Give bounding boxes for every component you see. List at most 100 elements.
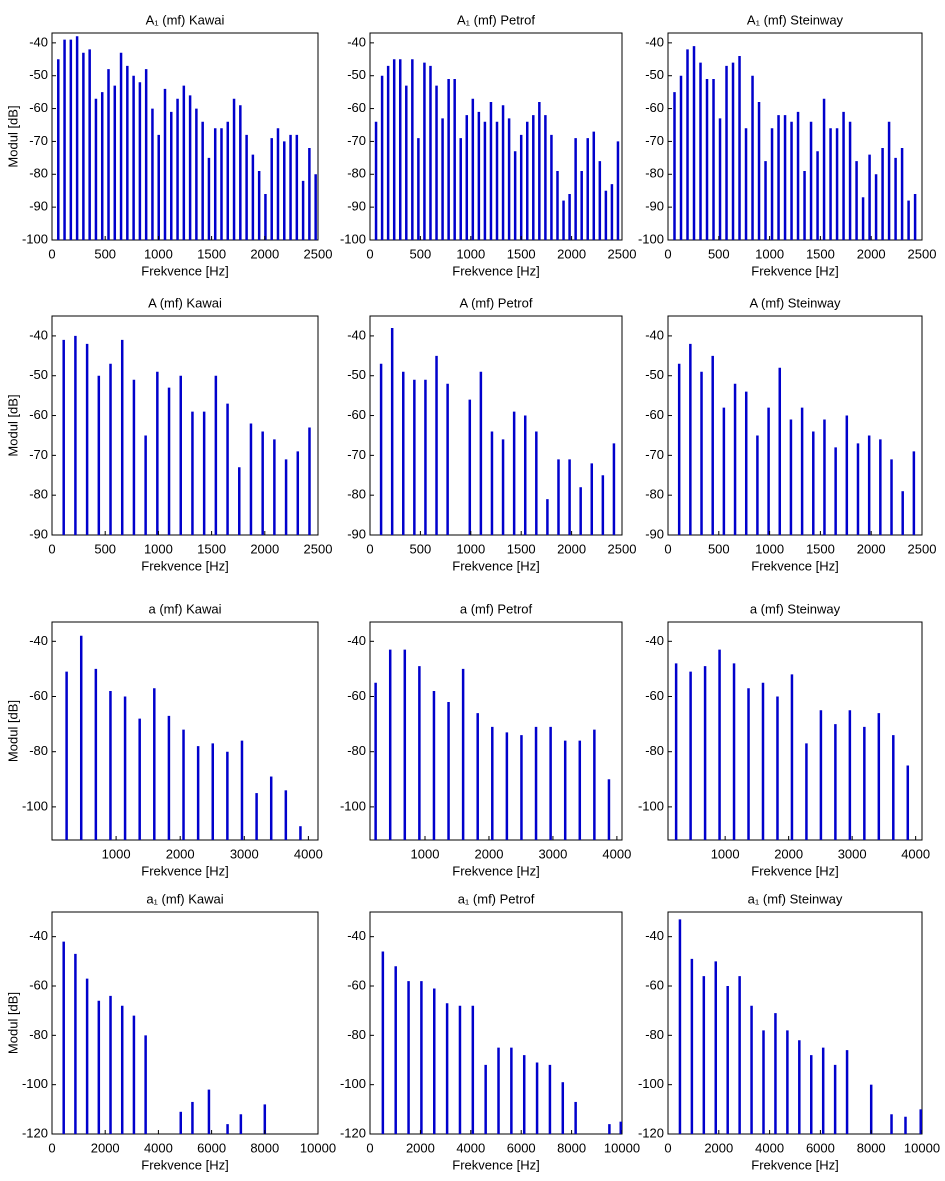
x-tick-label: 4000 [755, 1140, 784, 1155]
y-tick-label: -80 [29, 166, 48, 181]
x-tick-label: 6000 [806, 1140, 835, 1155]
x-tick-label: 4000 [456, 1140, 485, 1155]
y-tick-label: -80 [347, 166, 366, 181]
y-tick-label: -100 [638, 231, 664, 246]
x-tick-label: 1500 [507, 541, 536, 556]
x-axis-label: Frekvence [Hz] [452, 863, 539, 878]
y-tick-label: -80 [29, 1027, 48, 1042]
chart-title: a (mf) Petrof [460, 601, 533, 616]
y-tick-label: -40 [29, 327, 48, 342]
x-tick-label: 2500 [908, 541, 937, 556]
x-tick-label: 0 [366, 541, 373, 556]
x-tick-label: 3000 [230, 846, 259, 861]
x-axis-label: Frekvence [Hz] [751, 558, 838, 573]
y-tick-label: -40 [347, 327, 366, 342]
x-tick-label: 0 [366, 1140, 373, 1155]
x-axis-label: Frekvence [Hz] [141, 558, 228, 573]
y-tick-label: -50 [645, 367, 664, 382]
x-tick-label: 2500 [608, 246, 637, 261]
x-tick-label: 500 [94, 541, 116, 556]
x-tick-label: 6000 [507, 1140, 536, 1155]
y-tick-label: -40 [645, 327, 664, 342]
x-tick-label: 2000 [91, 1140, 120, 1155]
chart-title: a₁ (mf) Kawai [146, 891, 223, 906]
x-tick-label: 500 [94, 246, 116, 261]
y-tick-label: -90 [29, 199, 48, 214]
y-tick-label: -60 [347, 977, 366, 992]
x-tick-label: 1000 [456, 541, 485, 556]
y-tick-label: -100 [22, 231, 48, 246]
x-tick-label: 0 [664, 541, 671, 556]
y-tick-label: -70 [645, 447, 664, 462]
y-tick-label: -40 [29, 928, 48, 943]
x-tick-label: 1000 [456, 246, 485, 261]
y-tick-label: -50 [347, 67, 366, 82]
chart-title: A (mf) Kawai [148, 295, 222, 310]
axes-frame [51, 315, 319, 536]
x-tick-label: 1500 [806, 246, 835, 261]
x-axis-label: Frekvence [Hz] [141, 863, 228, 878]
x-tick-label: 1000 [411, 846, 440, 861]
y-tick-label: -90 [645, 526, 664, 541]
x-tick-label: 2500 [304, 246, 333, 261]
y-tick-label: -100 [340, 1076, 366, 1091]
axes-frame [667, 315, 923, 536]
y-tick-label: -60 [645, 977, 664, 992]
y-tick-label: -50 [29, 367, 48, 382]
y-tick-label: -60 [645, 407, 664, 422]
y-tick-label: -50 [29, 67, 48, 82]
y-tick-label: -100 [22, 798, 48, 813]
y-tick-label: -120 [340, 1125, 366, 1140]
x-tick-label: 2000 [557, 541, 586, 556]
x-axis-label: Frekvence [Hz] [452, 263, 539, 278]
x-tick-label: 4000 [602, 846, 631, 861]
y-tick-label: -80 [645, 1027, 664, 1042]
x-tick-label: 2000 [857, 246, 886, 261]
chart-title: a₁ (mf) Steinway [748, 891, 843, 906]
y-tick-label: -80 [645, 487, 664, 502]
y-tick-label: -60 [29, 407, 48, 422]
y-tick-label: -60 [347, 100, 366, 115]
y-tick-label: -120 [22, 1125, 48, 1140]
chart-title: A₁ (mf) Petrof [457, 12, 535, 27]
chart-title: A₁ (mf) Kawai [146, 12, 225, 27]
axes-frame [51, 621, 319, 841]
x-tick-label: 0 [48, 541, 55, 556]
x-tick-label: 2500 [608, 541, 637, 556]
x-tick-label: 0 [366, 246, 373, 261]
y-tick-label: -40 [29, 34, 48, 49]
axes-frame [667, 32, 923, 241]
x-axis-label: Frekvence [Hz] [141, 263, 228, 278]
x-tick-label: 1000 [144, 541, 173, 556]
y-tick-label: -90 [29, 526, 48, 541]
x-tick-label: 2000 [406, 1140, 435, 1155]
x-tick-label: 2000 [857, 541, 886, 556]
x-tick-label: 2000 [774, 846, 803, 861]
y-tick-label: -100 [340, 231, 366, 246]
x-tick-label: 10000 [300, 1140, 336, 1155]
axes-frame [369, 315, 623, 536]
x-tick-label: 6000 [197, 1140, 226, 1155]
x-axis-label: Frekvence [Hz] [751, 863, 838, 878]
x-tick-label: 1000 [711, 846, 740, 861]
x-tick-label: 4000 [144, 1140, 173, 1155]
y-tick-label: -60 [29, 100, 48, 115]
x-tick-label: 2000 [166, 846, 195, 861]
axes-frame [369, 621, 623, 841]
y-tick-label: -90 [645, 199, 664, 214]
y-tick-label: -70 [29, 133, 48, 148]
y-tick-label: -60 [347, 407, 366, 422]
x-tick-label: 500 [708, 541, 730, 556]
x-tick-label: 1500 [197, 541, 226, 556]
x-tick-label: 0 [48, 246, 55, 261]
x-tick-label: 4000 [294, 846, 323, 861]
y-tick-label: -100 [638, 1076, 664, 1091]
x-tick-label: 500 [410, 541, 432, 556]
y-tick-label: -90 [347, 526, 366, 541]
x-axis-label: Frekvence [Hz] [141, 1157, 228, 1172]
y-tick-label: -40 [29, 633, 48, 648]
x-tick-label: 0 [664, 1140, 671, 1155]
y-tick-label: -90 [347, 199, 366, 214]
y-tick-label: -40 [645, 633, 664, 648]
